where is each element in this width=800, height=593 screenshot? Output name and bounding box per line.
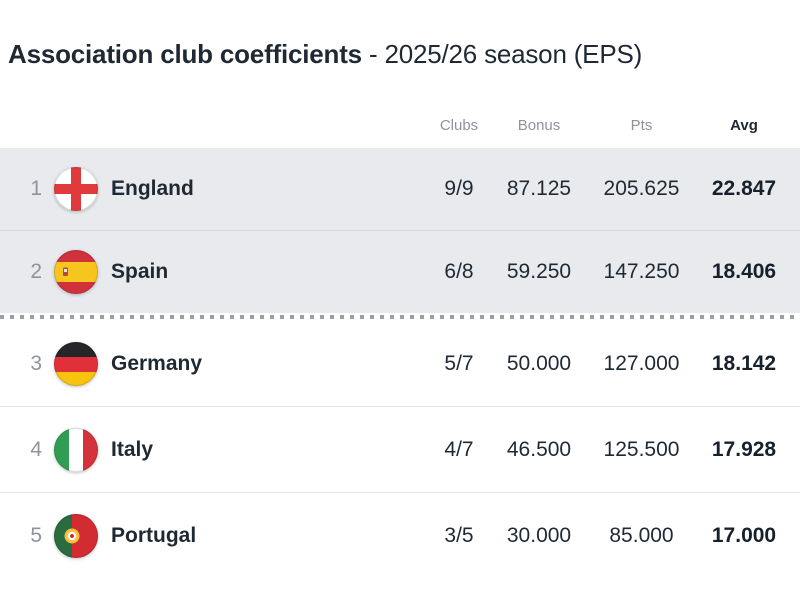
rank-number: 2	[30, 260, 42, 283]
country-name: Portugal	[111, 523, 197, 547]
bonus-value: 87.125	[506, 177, 572, 200]
country-name: Spain	[111, 260, 169, 283]
page-title-main: Association club coefficients	[8, 39, 362, 69]
table-row[interactable]: 4 Italy 4/7 46.500 125.500 17.928	[0, 406, 800, 492]
header-pts: Pts	[630, 116, 653, 134]
table-row[interactable]: 1 England 9/9 87.125 205.625 22.847	[0, 148, 800, 230]
remaining-rows-block: 3 Germany 5/7 50.000 127.000 18.142 4 It…	[0, 321, 800, 578]
avg-value: 17.928	[711, 437, 777, 461]
rank-number: 5	[30, 523, 42, 547]
qualified-rows-block: 1 England 9/9 87.125 205.625 22.847 2 Sp…	[0, 148, 800, 313]
pts-value: 125.500	[603, 437, 680, 461]
country-cell: England	[42, 167, 429, 211]
table-row[interactable]: 5 Portugal 3/5 30.000 85.000 17.000	[0, 492, 800, 578]
header-clubs: Clubs	[439, 116, 479, 134]
clubs-value: 5/7	[444, 351, 474, 375]
clubs-value: 9/9	[444, 177, 474, 200]
header-bonus: Bonus	[517, 116, 561, 134]
table-row[interactable]: 3 Germany 5/7 50.000 127.000 18.142	[0, 321, 800, 406]
clubs-value: 3/5	[444, 523, 474, 547]
bonus-value: 59.250	[506, 260, 572, 283]
rank-number: 3	[30, 351, 42, 375]
country-name: Italy	[111, 437, 154, 461]
page-title-suffix: - 2025/26 season (EPS)	[361, 39, 643, 69]
association-coefficients-page: Association club coefficients - 2025/26 …	[0, 38, 800, 593]
pts-value: 127.000	[603, 351, 680, 375]
rank-number: 4	[30, 437, 42, 461]
table-header-row: Clubs Bonus Pts Avg	[0, 110, 800, 140]
clubs-value: 4/7	[444, 437, 474, 461]
bonus-value: 46.500	[506, 437, 572, 461]
country-cell: Portugal	[42, 513, 429, 558]
bonus-value: 50.000	[506, 351, 572, 375]
pts-value: 205.625	[603, 177, 680, 200]
country-cell: Spain	[42, 250, 429, 294]
page-title: Association club coefficients - 2025/26 …	[8, 38, 800, 70]
header-avg: Avg	[730, 116, 758, 134]
italy-flag-icon	[54, 427, 98, 472]
avg-value: 18.142	[711, 351, 777, 375]
rank-number: 1	[30, 177, 42, 200]
avg-value: 18.406	[711, 260, 777, 283]
country-name: Germany	[111, 351, 203, 375]
portugal-flag-icon	[54, 513, 98, 558]
country-cell: Germany	[42, 341, 429, 386]
pts-value: 85.000	[609, 523, 674, 547]
bonus-value: 30.000	[506, 523, 572, 547]
avg-value: 22.847	[711, 177, 777, 200]
qualification-cutoff-divider	[0, 315, 800, 319]
country-name: England	[111, 177, 194, 200]
spain-flag-icon	[54, 250, 98, 294]
avg-value: 17.000	[711, 523, 777, 547]
table-row[interactable]: 2 Spain 6/8 59.250 147.250 18.406	[0, 230, 800, 313]
england-flag-icon	[54, 167, 98, 211]
pts-value: 147.250	[603, 260, 680, 283]
germany-flag-icon	[54, 341, 98, 386]
clubs-value: 6/8	[444, 260, 474, 283]
country-cell: Italy	[42, 427, 429, 472]
